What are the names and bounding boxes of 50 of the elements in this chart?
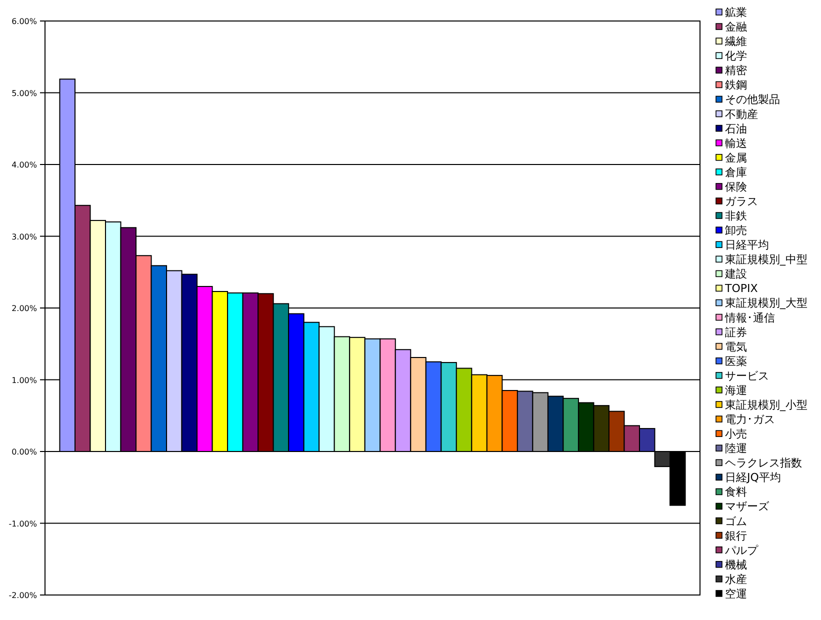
legend-label: 鉱業	[725, 6, 747, 19]
legend-label: 保険	[725, 180, 747, 194]
y-tick-label: 1.00%	[12, 376, 38, 385]
y-tick-label: 0.00%	[12, 448, 38, 456]
legend-label: 日経JQ平均	[725, 471, 781, 484]
y-tick-label: 3.00%	[12, 232, 38, 242]
legend-label: 機械	[725, 558, 747, 572]
legend-label: 陸運	[725, 442, 747, 456]
legend-label: 水産	[725, 572, 747, 586]
legend-label: マザーズ	[725, 500, 770, 514]
legend-label: 非鉄	[725, 210, 747, 223]
legend-label: 金融	[725, 20, 747, 34]
legend-label: 日経平均	[725, 238, 769, 252]
legend-label: 食料	[725, 486, 747, 499]
y-tick-label: 4.00%	[12, 160, 38, 170]
legend-label: 空運	[725, 587, 747, 600]
legend-label: 小売	[725, 428, 747, 441]
legend-label: 電力･ガス	[725, 413, 775, 426]
y-tick-label: 5.00%	[12, 88, 38, 98]
legend-label: 医薬	[725, 354, 747, 368]
y-tick-label: -2.00%	[8, 591, 38, 600]
legend-label: 証券	[725, 326, 747, 339]
y-tick-label: -1.00%	[8, 519, 38, 528]
legend-label: 東証規模別_中型	[725, 253, 808, 266]
y-tick-label: 6.00%	[12, 17, 38, 26]
legend-label: 倉庫	[725, 166, 747, 179]
legend-label: ヘラクレス指数	[725, 456, 802, 470]
legend-label: 精密	[725, 64, 747, 78]
legend-label: 繊維	[724, 35, 747, 48]
legend-label: 海運	[725, 384, 747, 397]
legend-label: 金属	[725, 151, 747, 164]
legend-label: TOPIX	[724, 282, 758, 296]
legend-label: パルプ	[724, 544, 759, 557]
legend-label: サービス	[725, 369, 769, 382]
legend-label: ゴム	[725, 514, 747, 528]
legend-label: 輸送	[725, 136, 747, 150]
legend-label: 石油	[725, 122, 747, 136]
legend-label: 情報･通信	[724, 311, 775, 324]
legend-label: 建設	[724, 268, 747, 281]
legend-label: 鉄鋼	[725, 78, 747, 92]
legend-label: 化学	[725, 50, 747, 63]
y-tick-label: 2.00%	[12, 304, 38, 313]
legend-label: ガラス	[725, 194, 758, 208]
legend-label: その他製品	[725, 93, 780, 106]
legend-label: 東証規模別_大型	[725, 296, 808, 310]
legend-label: 卸売	[725, 224, 747, 238]
legend-label: 電気	[725, 340, 747, 354]
legend-label: 不動産	[725, 108, 758, 121]
legend-label: 銀行	[725, 529, 747, 542]
legend-label: 東証規模別_小型	[725, 398, 808, 412]
